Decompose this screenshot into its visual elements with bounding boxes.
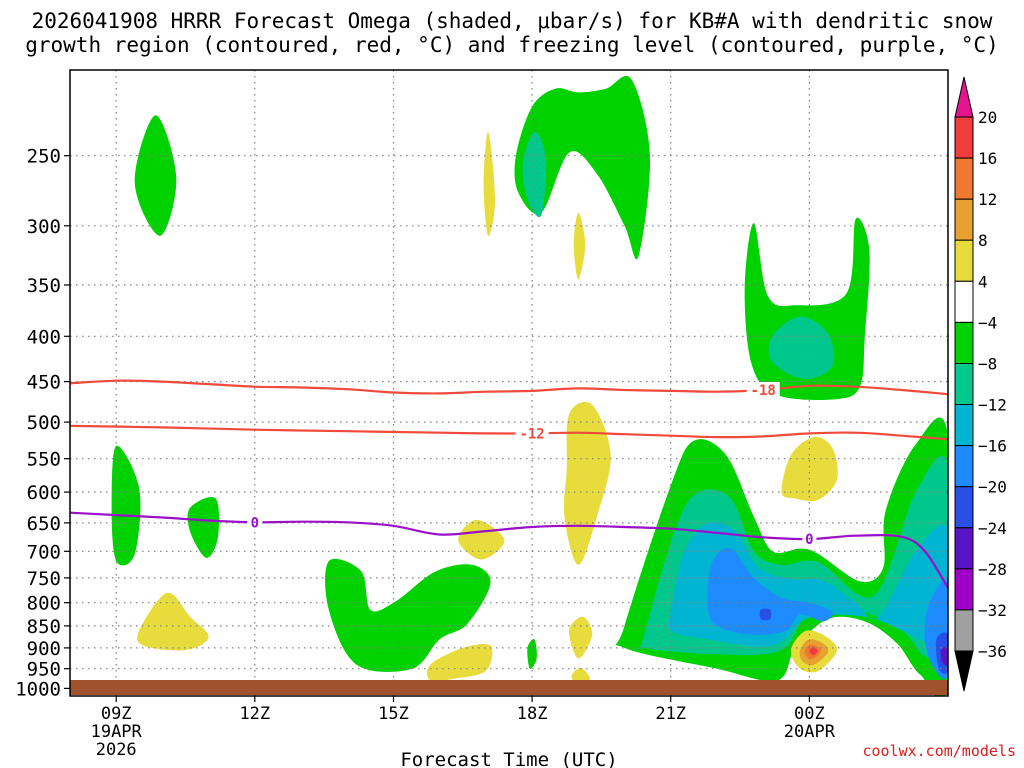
omega-region-neg-violet: [940, 646, 948, 666]
x-tick-date-00Z: 20APR: [784, 722, 836, 742]
x-tick-label-15Z: 15Z: [378, 704, 409, 724]
y-tick-label-700: 700: [27, 541, 61, 563]
contour-label-bg-freezing-2: [802, 531, 817, 548]
ground-strip: [70, 680, 948, 695]
y-tick-label-800: 800: [27, 593, 61, 615]
omega-region-pos-b: [573, 212, 586, 280]
x-tick-date-09Z: 19APR: [91, 722, 143, 742]
y-tick-label-850: 850: [27, 616, 61, 638]
omega-region-neg-g2: [527, 638, 537, 669]
omega-shading: [111, 75, 948, 696]
y-tick-label-650: 650: [27, 513, 61, 535]
chart-title-line-2: growth region (contoured, red, °C) and f…: [25, 33, 999, 57]
colorbar-label-10: −24: [978, 519, 1007, 538]
omega-region-pos-red: [809, 647, 818, 656]
colorbar-label-7: −12: [978, 396, 1007, 415]
contour-label-dgz_minus18: -18: [751, 383, 776, 399]
omega-region-neg-teal-b: [768, 316, 835, 380]
contour-dgz_minus18: [70, 379, 948, 396]
colorbar-label-5: −4: [978, 313, 997, 332]
y-tick-label-350: 350: [27, 275, 61, 297]
y-tick-label-950: 950: [27, 659, 61, 681]
omega-region-neg-a: [134, 115, 177, 236]
y-tick-label-500: 500: [27, 412, 61, 434]
x-tick-label-09Z: 09Z: [101, 704, 132, 724]
colorbar-bin-11: [954, 568, 974, 611]
y-tick-label-250: 250: [27, 146, 61, 168]
colorbar-bin-3: [954, 239, 974, 282]
contour-lines: [70, 379, 948, 589]
y-tick-label-300: 300: [27, 216, 61, 238]
colorbar-bin-8: [954, 445, 974, 488]
contour-label-bg-dgz_minus12: [515, 425, 549, 442]
colorbar-bin-5: [954, 321, 974, 364]
omega-region-pos-i: [781, 436, 838, 502]
colorbar-under-arrow: [954, 650, 974, 692]
omega-region-neg-e: [514, 75, 651, 260]
x-tick-label-18Z: 18Z: [517, 704, 548, 724]
colorbar-label-13: −36: [978, 642, 1007, 661]
y-tick-label-900: 900: [27, 638, 61, 660]
plot-frame: [69, 69, 949, 697]
colorbar-bin-7: [954, 404, 974, 447]
colorbar: 20 16 12 8 4 −4 −8 −12 −16 −20 −24 −28 −32 −36: [954, 76, 1007, 692]
contour-dgz_minus12: [70, 424, 948, 441]
colorbar-label-4: 4: [978, 272, 988, 291]
contour-labels: -18 -12 0 0: [247, 382, 817, 548]
colorbar-label-3: 8: [978, 231, 988, 250]
omega-region-pos-c: [563, 401, 611, 565]
x-tick-label-21Z: 21Z: [655, 704, 686, 724]
colorbar-label-12: −32: [978, 601, 1007, 620]
omega-region-pos-g: [569, 616, 593, 659]
y-tick-label-1000: 1000: [15, 678, 61, 700]
y-tick-label-400: 400: [27, 326, 61, 348]
colorbar-label-0: 20: [978, 108, 997, 127]
omega-region-neg-b: [111, 445, 141, 566]
colorbar-bin-4: [954, 280, 974, 323]
omega-region-neg-dark-a: [759, 608, 772, 621]
omega-region-neg-c: [187, 497, 220, 558]
colorbar-label-6: −8: [978, 355, 997, 374]
contour-label-freezing-2: 0: [805, 532, 813, 548]
y-tick-label-600: 600: [27, 482, 61, 504]
credit-text: coolwx.com/models: [862, 742, 1016, 760]
omega-region-neg-d: [325, 558, 491, 672]
y-tick-label-550: 550: [27, 449, 61, 471]
omega-region-pos-f: [426, 643, 493, 682]
omega-region-neg-teal-a: [522, 131, 547, 218]
colorbar-bin-9: [954, 486, 974, 529]
contour-label-bg-freezing_level: [247, 514, 263, 531]
y-tick-label-450: 450: [27, 372, 61, 394]
colorbar-bin-10: [954, 527, 974, 570]
colorbar-bin-12: [954, 609, 974, 652]
omega-region-pos-d: [458, 519, 505, 560]
colorbar-bin-0: [954, 116, 974, 159]
x-tick-label-00Z: 00Z: [794, 704, 825, 724]
x-tick-year-09Z: 2026: [96, 740, 137, 760]
contour-label-bg-dgz_minus18: [746, 382, 780, 398]
contour-label-freezing_level: 0: [251, 515, 259, 531]
omega-region-pos-e: [137, 592, 209, 651]
y-axis: 2503003504004505005506006507007508008509…: [15, 146, 70, 700]
chart-title-line-1: 2026041908 HRRR Forecast Omega (shaded, …: [31, 9, 993, 33]
contour-label-dgz_minus12: -12: [519, 426, 544, 442]
colorbar-label-1: 16: [978, 149, 997, 168]
x-tick-label-12Z: 12Z: [239, 704, 270, 724]
colorbar-over-arrow: [954, 76, 974, 118]
colorbar-bin-2: [954, 198, 974, 241]
colorbar-bin-1: [954, 157, 974, 200]
colorbar-label-2: 12: [978, 190, 997, 209]
colorbar-label-8: −16: [978, 437, 1007, 456]
omega-region-neg-blue: [707, 548, 833, 636]
omega-region-pos-a: [483, 131, 496, 237]
colorbar-bin-6: [954, 363, 974, 406]
y-tick-label-750: 750: [27, 568, 61, 590]
colorbar-label-11: −28: [978, 560, 1007, 579]
contour-freezing_level: [70, 511, 948, 589]
colorbar-label-9: −20: [978, 478, 1007, 497]
x-axis-label: Forecast Time (UTC): [400, 749, 617, 768]
